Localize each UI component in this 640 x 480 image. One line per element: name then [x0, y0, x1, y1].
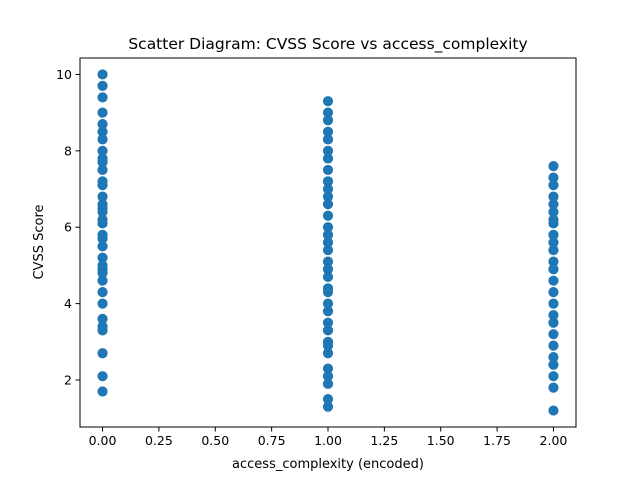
x-tick-label: 1.25 — [370, 433, 398, 448]
data-point — [548, 287, 559, 298]
data-point — [322, 348, 334, 359]
x-tick-label: 0.75 — [258, 433, 286, 448]
data-point — [322, 153, 334, 164]
y-axis-ticks: 2 4 6 8 10 — [56, 67, 80, 388]
data-point — [97, 386, 108, 397]
y-axis-label: CVSS Score — [32, 204, 47, 279]
y-tick-label: 6 — [64, 220, 72, 235]
data-point — [548, 317, 559, 328]
data-point — [322, 378, 334, 389]
data-point — [322, 134, 334, 145]
data-point — [97, 287, 108, 298]
x-tick-label: 1.50 — [427, 433, 455, 448]
data-point — [97, 134, 108, 145]
data-point — [548, 371, 559, 382]
data-point — [97, 107, 108, 118]
x-tick-label: 1.00 — [314, 433, 342, 448]
x-axis-ticks: 0.00 0.25 0.50 0.75 1.00 1.25 1.50 1.75 2.00 — [89, 427, 568, 448]
data-point — [97, 180, 108, 191]
data-point — [548, 180, 559, 191]
data-point — [97, 164, 108, 176]
y-tick-label: 8 — [64, 143, 72, 158]
data-point — [97, 298, 108, 309]
data-point — [97, 69, 108, 80]
y-tick-label: 4 — [64, 296, 72, 311]
x-tick-label: 0.25 — [145, 433, 173, 448]
data-point — [548, 405, 559, 416]
data-point — [322, 115, 334, 126]
data-point — [322, 164, 334, 176]
data-point — [322, 245, 334, 256]
x-tick-label: 0.00 — [89, 433, 117, 448]
data-point — [97, 80, 108, 91]
data-point — [548, 218, 559, 229]
data-point — [97, 241, 108, 252]
data-point — [97, 348, 108, 359]
data-point — [97, 218, 108, 229]
data-point — [548, 264, 559, 275]
y-tick-label: 2 — [64, 373, 72, 388]
data-point — [97, 325, 108, 336]
data-point — [548, 245, 559, 256]
data-point — [322, 210, 334, 221]
data-point — [548, 161, 559, 172]
x-axis-label: access_complexity (encoded) — [232, 457, 424, 472]
data-point — [548, 329, 559, 340]
chart-title: Scatter Diagram: CVSS Score vs access_co… — [128, 35, 527, 54]
data-point — [322, 325, 334, 336]
data-point — [322, 271, 334, 282]
data-point — [322, 306, 334, 317]
data-points — [97, 69, 559, 416]
x-tick-label: 1.75 — [483, 433, 511, 448]
data-point — [548, 275, 559, 286]
data-point — [548, 340, 559, 351]
data-point — [322, 96, 334, 107]
data-point — [322, 287, 334, 298]
x-tick-label: 2.00 — [540, 433, 568, 448]
data-point — [322, 199, 334, 210]
data-point — [97, 92, 108, 103]
data-point — [322, 401, 334, 412]
data-point — [548, 298, 559, 309]
data-point — [97, 275, 108, 286]
data-point — [97, 371, 108, 382]
data-point — [548, 359, 559, 370]
data-point — [548, 382, 559, 393]
x-tick-label: 0.50 — [201, 433, 229, 448]
y-tick-label: 10 — [56, 67, 72, 82]
